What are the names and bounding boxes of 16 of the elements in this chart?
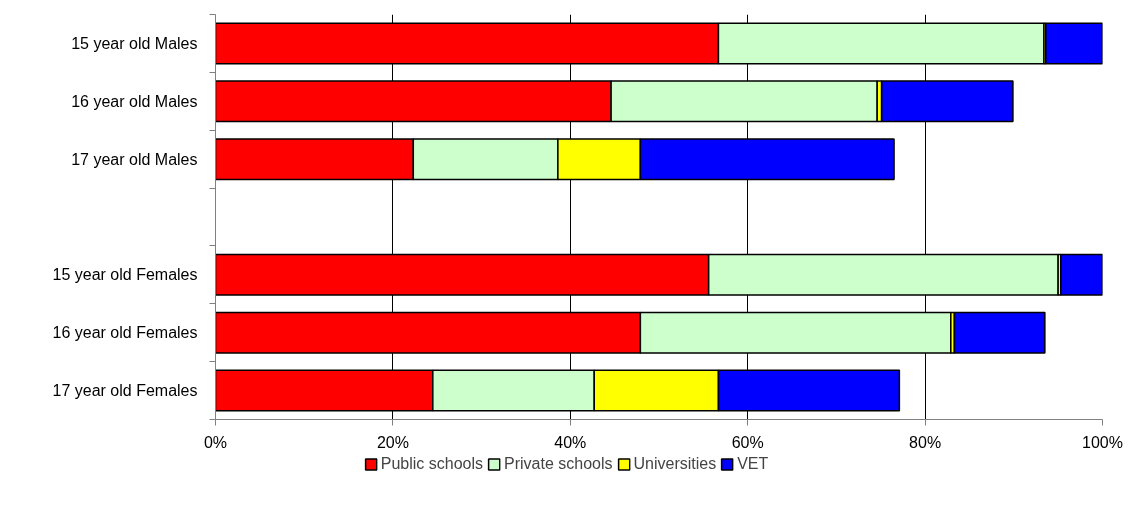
x-tick-label: 40% bbox=[554, 433, 587, 451]
x-tick-label: 100% bbox=[1082, 433, 1123, 451]
y-tick-label: 15 year old Females bbox=[52, 266, 198, 284]
y-tick-label: 17 year old Females bbox=[52, 382, 198, 400]
x-tick-label: 0% bbox=[203, 433, 228, 451]
legend-label: Public schools bbox=[380, 455, 483, 473]
y-tick-label: 15 year old Males bbox=[71, 34, 198, 52]
x-tick-label: 60% bbox=[731, 433, 764, 451]
x-tick-label: 20% bbox=[376, 433, 409, 451]
y-tick-label: 17 year old Males bbox=[71, 150, 198, 168]
legend-label: Private schools bbox=[503, 455, 613, 473]
y-tick-label: 16 year old Males bbox=[71, 92, 198, 110]
legend-label: VET bbox=[737, 455, 769, 473]
y-tick-label: 16 year old Females bbox=[52, 324, 198, 342]
legend-label: Universities bbox=[633, 455, 717, 473]
x-tick-label: 80% bbox=[909, 433, 942, 451]
